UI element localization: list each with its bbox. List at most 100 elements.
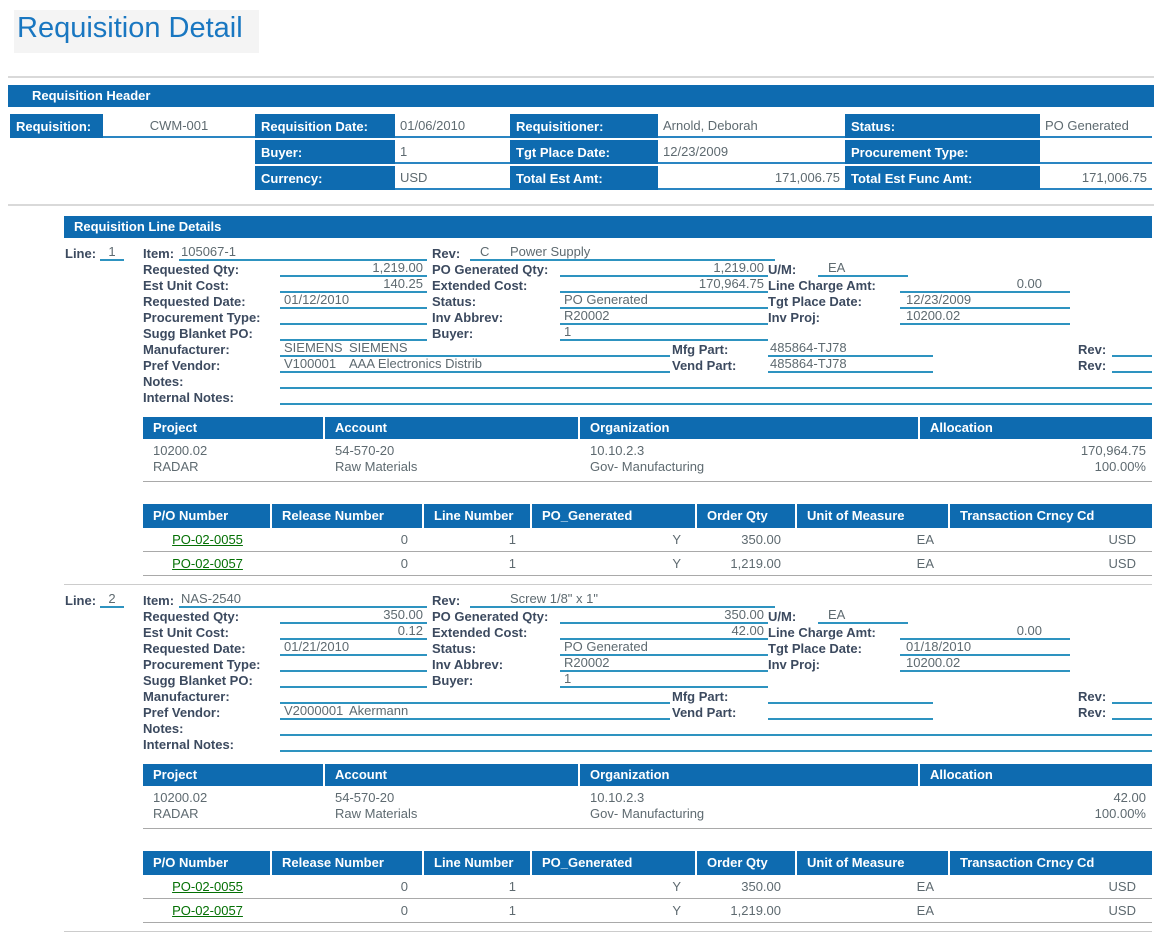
account-code: 54-570-20 — [335, 443, 395, 458]
requisition-header-grid: Requisition: CWM-001 Requisition Date: 0… — [10, 112, 1152, 192]
detail-row: Procurement Type: Inv Abbrev: R20002 Inv… — [143, 309, 1162, 325]
field-value-sugg-blanket-po — [280, 325, 427, 341]
field-value-requested-qty: 1,219.00 — [280, 261, 427, 277]
field-value-pref-vendor: V2000001 Akermann — [280, 704, 670, 720]
field-value-inv-abbrev: R20002 — [560, 656, 768, 672]
field-label-inv-proj: Inv Proj: — [768, 657, 821, 672]
field-value-mfg-part — [768, 688, 933, 704]
field-label-requisitioner: Requisitioner: — [510, 114, 658, 138]
po-header-transaction-crncy-cd: Transaction Crncy Cd — [950, 504, 1152, 528]
field-value-est-unit-cost: 0.12 — [280, 624, 427, 640]
field-value-requested-date: 01/21/2010 — [280, 640, 427, 656]
field-label-line-charge-amt: Line Charge Amt: — [768, 625, 876, 640]
po-header-transaction-crncy-cd: Transaction Crncy Cd — [950, 851, 1152, 875]
detail-row: Est Unit Cost: 140.25 Extended Cost: 170… — [143, 277, 1162, 293]
release-number-cell: 0 — [400, 532, 408, 547]
detail-row: Requested Qty: 1,219.00 PO Generated Qty… — [143, 261, 1162, 277]
line-item-row: Line: 1 Item: 105067-1 Rev: C Power Suppl… — [65, 245, 1162, 261]
field-label-procurement-type: Procurement Type: — [143, 310, 261, 325]
detail-row: Est Unit Cost: 0.12 Extended Cost: 42.00… — [143, 624, 1162, 640]
unit-of-measure-cell: EA — [916, 532, 934, 547]
alloc-header-allocation: Allocation — [920, 417, 1152, 439]
po-table-header: P/O Number Release Number Line Number PO… — [143, 851, 1152, 875]
page-title: Requisition Detail — [17, 12, 243, 44]
field-value-internal-notes — [280, 736, 1152, 752]
field-value-inv-abbrev: R20002 — [560, 309, 768, 325]
po-header-po-number: P/O Number — [143, 851, 272, 875]
allocation-amount: 42.00 — [1113, 790, 1146, 805]
field-label-vend-rev: Rev: — [1078, 705, 1107, 720]
po-number-link[interactable]: PO-02-0057 — [172, 556, 243, 571]
alloc-header-organization: Organization — [580, 764, 920, 786]
detail-row: Internal Notes: — [143, 736, 1162, 752]
field-value-status: PO Generated — [1040, 114, 1152, 138]
po-generated-cell: Y — [672, 903, 681, 918]
allocation-percent: 100.00% — [1094, 806, 1146, 821]
field-label-po-generated-qty: PO Generated Qty: — [432, 609, 549, 624]
alloc-cell-organization: 10.10.2.3 Gov- Manufacturing — [580, 443, 920, 475]
manufacturer-name: SIEMENS — [349, 341, 408, 355]
spacer-cell — [10, 140, 103, 164]
field-label-line: Line: — [65, 593, 97, 608]
field-value-line-charge-amt: 0.00 — [900, 624, 1070, 640]
po-header-line-number: Line Number — [424, 504, 532, 528]
organization-code: 10.10.2.3 — [590, 790, 645, 805]
spacer-cell — [103, 166, 255, 190]
field-value-extended-cost: 170,964.75 — [560, 277, 768, 293]
project-code: 10200.02 — [153, 790, 208, 805]
field-label-total-est-func-amt: Total Est Func Amt: — [845, 166, 1040, 190]
detail-row: Manufacturer: Mfg Part: Rev: — [143, 688, 1162, 704]
field-value-notes — [280, 373, 1152, 389]
order-qty-cell: 1,219.00 — [730, 556, 781, 571]
field-value-tgt-place-date: 12/23/2009 — [658, 140, 845, 164]
allocation-table-row: 10200.02 RADAR 54-570-20 Raw Materials 1… — [143, 439, 1152, 482]
po-table: P/O Number Release Number Line Number PO… — [143, 851, 1152, 923]
field-value-requested-date: 01/12/2010 — [280, 293, 427, 309]
alloc-header-account: Account — [325, 417, 580, 439]
section-title-requisition-header: Requisition Header — [32, 88, 151, 103]
allocation-table-header: Project Account Organization Allocation — [143, 764, 1152, 786]
field-label-total-est-amt: Total Est Amt: — [510, 166, 658, 190]
field-label-mfg-part: Mfg Part: — [672, 689, 729, 704]
field-value-currency: USD — [395, 166, 510, 190]
field-value-requested-qty: 350.00 — [280, 608, 427, 624]
field-value-vend-rev — [1112, 704, 1152, 720]
field-value-buyer: 1 — [560, 325, 768, 341]
divider — [8, 76, 1154, 78]
po-header-unit-of-measure: Unit of Measure — [797, 851, 950, 875]
field-label-pref-vendor: Pref Vendor: — [143, 705, 221, 720]
po-number-cell: PO-02-0057 — [143, 552, 272, 575]
field-value-rev: Screw 1/8" x 1" — [470, 592, 775, 608]
manufacturer-code: SIEMENS — [284, 341, 343, 355]
field-label-requested-date: Requested Date: — [143, 294, 246, 309]
po-header-release-number: Release Number — [272, 851, 424, 875]
detail-row: Notes: — [143, 373, 1162, 389]
allocation-table: Project Account Organization Allocation … — [143, 764, 1152, 829]
field-label-internal-notes: Internal Notes: — [143, 390, 235, 405]
field-label-vend-part: Vend Part: — [672, 705, 737, 720]
field-value-mfg-rev — [1112, 688, 1152, 704]
field-value-buyer: 1 — [560, 672, 768, 688]
field-value-status: PO Generated — [560, 640, 768, 656]
alloc-header-allocation: Allocation — [920, 764, 1152, 786]
detail-row: Pref Vendor: V2000001 Akermann Vend Part:… — [143, 704, 1162, 720]
po-number-link[interactable]: PO-02-0057 — [172, 903, 243, 918]
transaction-crncy-cell: USD — [1108, 903, 1136, 918]
section-title-requisition-line-details: Requisition Line Details — [74, 219, 222, 234]
field-value-mfg-rev — [1112, 341, 1152, 357]
po-number-link[interactable]: PO-02-0055 — [172, 532, 243, 547]
field-label-requested-qty: Requested Qty: — [143, 609, 240, 624]
po-header-unit-of-measure: Unit of Measure — [797, 504, 950, 528]
pref-vendor-name: Akermann — [349, 704, 409, 718]
field-value-rev: C Power Supply — [470, 245, 775, 261]
po-header-po-number: P/O Number — [143, 504, 272, 528]
po-table-row: PO-02-0057 0 1 Y 1,219.00 EA USD — [143, 552, 1152, 576]
field-label-status: Status: — [845, 114, 1040, 138]
field-value-internal-notes — [280, 389, 1152, 405]
po-number-cell: PO-02-0055 — [143, 528, 272, 551]
field-value-buyer: 1 — [395, 140, 510, 164]
po-number-link[interactable]: PO-02-0055 — [172, 879, 243, 894]
organization-name: Gov- Manufacturing — [590, 459, 705, 474]
detail-row: Requested Date: 01/21/2010 Status: PO Ge… — [143, 640, 1162, 656]
field-value-total-est-func-amt: 171,006.75 — [1040, 166, 1152, 190]
